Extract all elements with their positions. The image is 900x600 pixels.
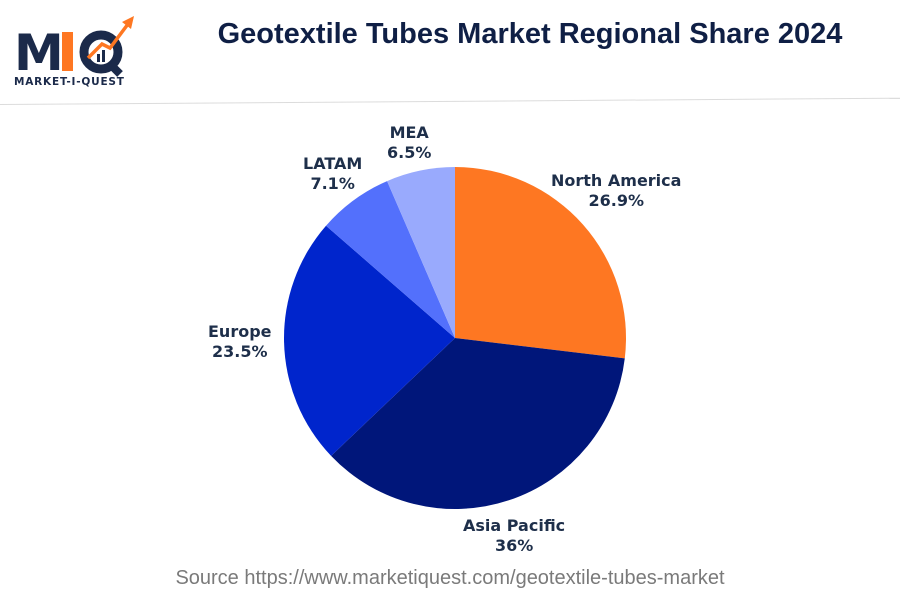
pie-slice-europe: [283, 225, 455, 456]
logo-letter-i: [62, 32, 73, 71]
label-mea: MEA 6.5%: [387, 123, 432, 162]
pie-slice-north-america: [455, 167, 626, 359]
market-i-quest-logo: M: [14, 16, 134, 82]
chart-title: Geotextile Tubes Market Regional Share 2…: [217, 18, 843, 50]
growth-arrow-icon: [86, 22, 130, 60]
logo-letter-q: [79, 30, 123, 74]
source-citation: Source https://www.marketiquest.com/geot…: [175, 567, 725, 589]
label-latam: LATAM 7.1%: [303, 154, 363, 193]
label-north-america: North America 26.9%: [551, 171, 682, 210]
label-europe: Europe 23.5%: [208, 322, 272, 361]
pie-slice-latam: [326, 181, 455, 338]
pie-slice-mea: [387, 167, 455, 338]
pie-slice-asia-pacific: [331, 338, 625, 509]
logo-tagline: MARKET-I-QUEST: [14, 76, 125, 88]
label-asia-pacific: Asia Pacific 36%: [463, 516, 566, 555]
logo-letter-m: M: [14, 24, 64, 82]
